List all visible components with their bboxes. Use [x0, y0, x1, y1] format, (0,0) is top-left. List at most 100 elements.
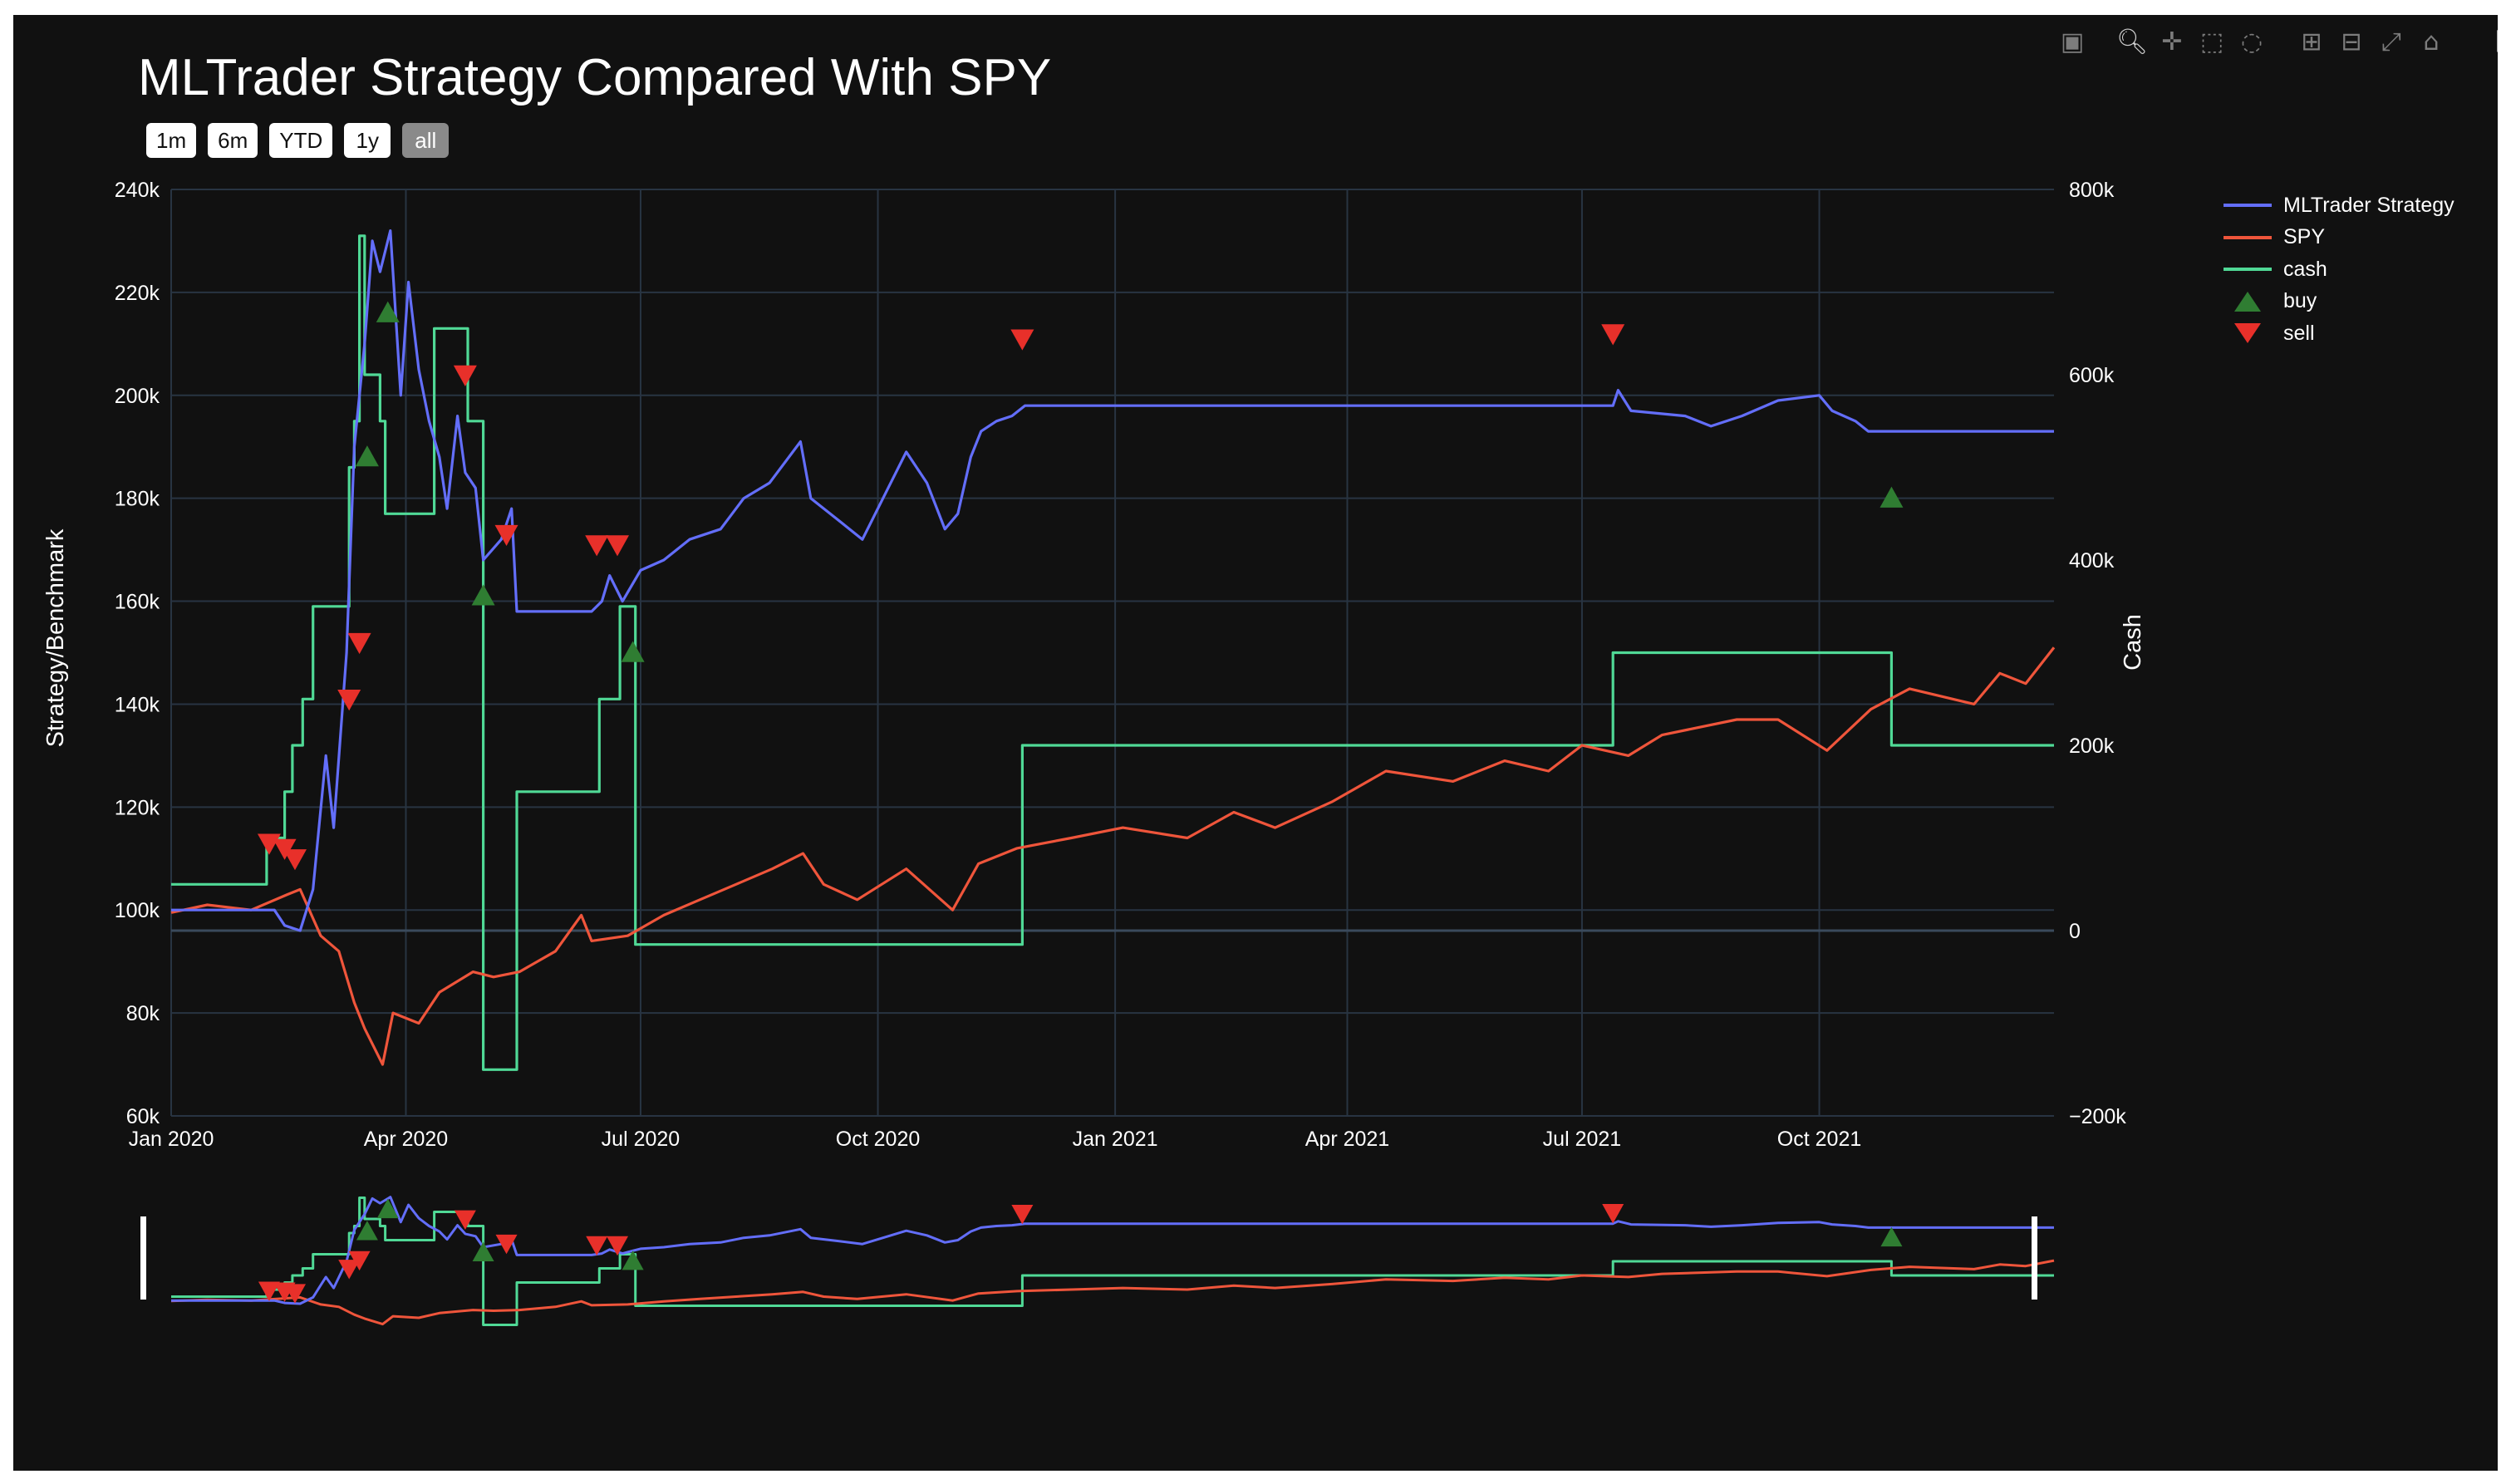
x-tick-label: Jul 2020 — [602, 1128, 681, 1151]
y2-tick-label: 800k — [2069, 179, 2115, 202]
slider-sell-marker — [607, 1236, 629, 1256]
slider-sell-marker — [348, 1251, 371, 1271]
x-tick-label: Oct 2021 — [1777, 1128, 1861, 1151]
lasso-select-icon[interactable]: ◌ — [2240, 27, 2263, 57]
legend-item-spy[interactable]: SPY — [2224, 222, 2454, 254]
slider-line-spy — [170, 1259, 2055, 1326]
range-selector: 1m 6m YTD 1y all — [146, 123, 450, 158]
sell-marker[interactable] — [494, 524, 518, 547]
modebar: ▣ 🔍︎ ✛ ⬚ ◌ ⊞ ⊟ ⤢ ⌂ ▐▐ — [2056, 25, 2498, 58]
series-line-spy[interactable] — [170, 646, 2056, 1066]
slider-buy-marker — [472, 1241, 494, 1262]
legend-line-icon — [2224, 257, 2272, 282]
chart-frame: 60k 80k 100k 120k 140k 160k 180k 200k 220k 240k −2… — [13, 15, 2498, 1471]
y-tick-label: 100k — [115, 899, 160, 922]
range-slider[interactable] — [140, 1196, 2055, 1326]
y2-axis-title: Cash — [2120, 614, 2146, 671]
legend-label: sell — [2283, 321, 2315, 345]
y-tick-label: 60k — [126, 1105, 160, 1128]
sell-marker[interactable] — [606, 535, 630, 557]
y-tick-label: 200k — [115, 385, 160, 408]
autoscale-icon[interactable]: ⤢ — [2381, 27, 2401, 57]
legend-label: buy — [2283, 289, 2317, 313]
y2-tick-label: 400k — [2069, 549, 2115, 572]
x-tick-label: Apr 2021 — [1305, 1128, 1389, 1151]
y-tick-label: 220k — [115, 282, 160, 305]
slider-sell-marker — [495, 1234, 518, 1255]
series-layer — [170, 229, 2056, 1071]
range-button-ytd[interactable]: YTD — [269, 123, 333, 158]
legend-line-icon — [2224, 225, 2272, 250]
slider-sell-marker — [1602, 1204, 1624, 1224]
plotly-logo-icon[interactable]: ▐▐ — [2491, 31, 2498, 52]
sell-marker[interactable] — [1010, 329, 1034, 351]
x-tick-label: Jan 2021 — [1073, 1128, 1158, 1151]
zoom-out-icon[interactable]: ⊟ — [2341, 27, 2362, 57]
range-slider-left-handle[interactable] — [140, 1216, 146, 1300]
range-button-6m[interactable]: 6m — [208, 123, 258, 158]
range-slider-right-handle[interactable] — [2032, 1216, 2037, 1300]
buy-marker[interactable] — [1880, 486, 1904, 508]
camera-icon[interactable]: ▣ — [2060, 27, 2085, 57]
range-slider-series — [170, 1196, 2055, 1326]
y-tick-label: 80k — [126, 1002, 160, 1025]
legend-label: MLTrader Strategy — [2283, 193, 2454, 217]
legend-item-strategy[interactable]: MLTrader Strategy — [2224, 189, 2454, 222]
y-tick-label: 240k — [115, 179, 160, 202]
reset-axes-icon[interactable]: ⌂ — [2423, 27, 2440, 57]
triangle-down-icon — [2224, 321, 2272, 346]
y2-tick-label: 0 — [2069, 920, 2081, 943]
buy-marker[interactable] — [376, 301, 400, 322]
buy-marker[interactable] — [621, 641, 645, 662]
series-line-mltrader-strategy[interactable] — [171, 229, 2054, 932]
x-tick-label: Jul 2021 — [1543, 1128, 1622, 1151]
legend-label: cash — [2283, 257, 2327, 281]
series-line-cash[interactable] — [171, 234, 2054, 1071]
y2-tick-label: 200k — [2069, 735, 2115, 758]
sell-marker[interactable] — [347, 632, 371, 655]
slider-sell-marker — [258, 1281, 280, 1301]
y-tick-label: 160k — [115, 591, 160, 614]
y-tick-label: 120k — [115, 796, 160, 819]
box-select-icon[interactable]: ⬚ — [2199, 27, 2224, 57]
y-axis-title: Strategy/Benchmark — [42, 528, 69, 747]
sell-marker[interactable] — [585, 535, 609, 557]
chart-canvas: 60k 80k 100k 120k 140k 160k 180k 200k 220k 240k −2… — [42, 179, 2146, 1326]
slider-sell-marker — [454, 1210, 476, 1230]
buy-marker[interactable] — [355, 445, 379, 467]
legend: MLTrader Strategy SPY cash buy sell — [2224, 189, 2454, 350]
buy-marker[interactable] — [471, 584, 495, 606]
range-button-1m[interactable]: 1m — [146, 123, 197, 158]
x-tick-label: Oct 2020 — [836, 1128, 920, 1151]
marker-layer — [257, 301, 1904, 871]
tick-labels: 60k 80k 100k 120k 140k 160k 180k 200k 220k 240k −2… — [115, 179, 2127, 1151]
triangle-up-icon — [2224, 289, 2272, 314]
pan-icon[interactable]: ✛ — [2161, 27, 2183, 57]
y2-tick-label: −200k — [2069, 1105, 2126, 1128]
legend-label: SPY — [2283, 225, 2326, 249]
legend-line-icon — [2224, 193, 2272, 218]
slider-buy-marker — [376, 1198, 399, 1219]
legend-item-cash[interactable]: cash — [2224, 253, 2454, 286]
sell-marker[interactable] — [1601, 324, 1625, 346]
y-tick-label: 180k — [115, 488, 160, 511]
sell-marker[interactable] — [453, 365, 477, 386]
slider-sell-marker — [586, 1236, 608, 1256]
legend-item-buy[interactable]: buy — [2224, 286, 2454, 318]
y-tick-label: 140k — [115, 693, 160, 716]
x-tick-label: Jan 2020 — [129, 1128, 214, 1151]
range-button-1y[interactable]: 1y — [344, 123, 391, 158]
slider-buy-marker — [1880, 1226, 1903, 1247]
zoom-in-icon[interactable]: ⊞ — [2301, 27, 2322, 57]
slider-buy-marker — [622, 1251, 644, 1270]
slider-sell-marker — [338, 1260, 361, 1280]
y2-tick-label: 600k — [2069, 364, 2115, 387]
legend-item-sell[interactable]: sell — [2224, 317, 2454, 350]
range-button-all[interactable]: all — [402, 123, 450, 158]
slider-buy-marker — [356, 1221, 378, 1241]
zoom-icon[interactable]: 🔍︎ — [2115, 27, 2149, 57]
slider-line-cash — [171, 1197, 2054, 1326]
slider-line-mltrader-strategy — [171, 1196, 2054, 1305]
sell-marker[interactable] — [283, 849, 307, 871]
sell-marker[interactable] — [337, 690, 361, 711]
